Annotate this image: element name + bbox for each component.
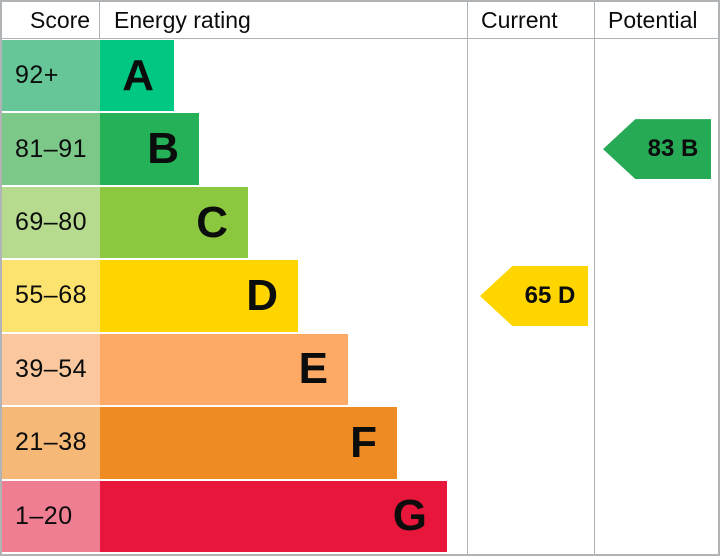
band-score-range: 1–20 [2,480,100,552]
header-energy-rating: Energy rating [100,2,466,38]
epc-rows: 92+ A 81–91 B 83 B 69–80 C 55–68 D 65 D 39–54 E 21–3… [2,40,718,554]
band-bar-d: D [100,260,298,332]
epc-band-row-b: 81–91 B 83 B [2,113,718,185]
band-bar-e: E [100,333,348,406]
band-score-range: 39–54 [2,333,100,406]
band-score-range: 81–91 [2,113,100,185]
header-current-label: Current [481,7,558,33]
current-rating-arrow: 65 D [480,265,588,326]
potential-column-divider [594,2,595,554]
chart-header: Score Energy rating Current Potential [2,2,718,39]
band-bar-g: G [100,480,447,552]
header-energy-rating-label: Energy rating [114,7,251,33]
band-bar-a: A [100,40,174,112]
band-score-range: 21–38 [2,407,100,479]
band-bar-c: C [100,186,248,259]
band-bar-b: B [100,113,199,185]
header-potential: Potential [593,2,718,38]
epc-band-row-e: 39–54 E [2,333,718,406]
header-current: Current [466,2,593,38]
band-score-range: 92+ [2,40,100,112]
current-column-divider [467,2,468,554]
header-potential-label: Potential [608,7,698,33]
epc-band-row-c: 69–80 C [2,186,718,259]
potential-rating-arrow: 83 B [603,119,711,180]
epc-band-row-g: 1–20 G [2,480,718,552]
epc-band-row-a: 92+ A [2,40,718,112]
band-score-range: 69–80 [2,186,100,259]
epc-band-row-d: 55–68 D 65 D [2,260,718,332]
header-score-label: Score [30,7,91,33]
band-bar-f: F [100,407,397,479]
band-score-range: 55–68 [2,260,100,332]
header-score: Score [2,2,100,38]
epc-band-row-f: 21–38 F [2,407,718,479]
